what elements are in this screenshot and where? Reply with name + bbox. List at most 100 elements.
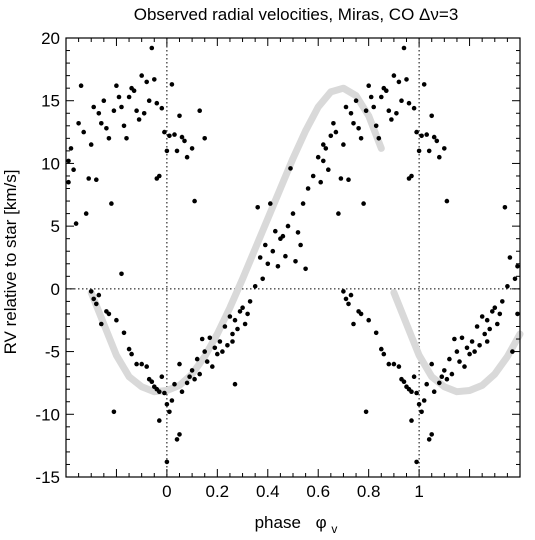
data-point: [487, 326, 493, 332]
data-point: [159, 374, 165, 380]
x-tick-label: 0: [162, 482, 171, 501]
data-point: [346, 301, 351, 307]
data-point: [91, 104, 96, 110]
reference-lines: [66, 38, 520, 477]
data-point: [482, 331, 488, 337]
data-point: [157, 418, 162, 423]
data-point: [472, 349, 477, 354]
data-point: [348, 292, 354, 298]
data-points: [66, 45, 520, 465]
data-point: [414, 459, 419, 465]
y-tick-label: -15: [35, 468, 60, 487]
data-point: [144, 364, 149, 369]
data-point: [341, 289, 346, 294]
data-point: [391, 361, 397, 367]
data-point: [177, 432, 182, 437]
data-point: [104, 126, 109, 131]
data-point: [174, 437, 180, 442]
data-point: [167, 409, 172, 415]
data-point: [268, 201, 273, 206]
data-point: [406, 176, 412, 181]
data-point: [437, 380, 442, 386]
data-point: [141, 111, 147, 116]
data-point: [351, 121, 356, 126]
data-point: [210, 364, 215, 369]
data-point: [424, 132, 430, 137]
data-point: [442, 146, 447, 151]
data-point: [416, 148, 422, 154]
data-point: [71, 167, 76, 172]
data-point: [495, 321, 500, 327]
data-point: [119, 271, 124, 277]
data-point: [404, 77, 409, 82]
data-point: [467, 351, 472, 357]
data-point: [479, 314, 485, 319]
data-point: [227, 314, 233, 319]
data-point: [157, 389, 162, 395]
data-point: [444, 376, 450, 382]
data-point: [164, 148, 170, 154]
data-point: [192, 198, 197, 204]
data-point: [182, 138, 187, 144]
data-point: [252, 284, 258, 289]
data-point: [353, 98, 359, 103]
data-point: [500, 299, 505, 304]
data-point: [469, 339, 475, 344]
data-point: [386, 361, 392, 367]
data-point: [449, 371, 455, 377]
data-point: [111, 409, 117, 415]
x-tick-label: 0.4: [256, 482, 280, 501]
data-point: [305, 186, 311, 191]
data-point: [492, 305, 498, 311]
data-point: [106, 136, 112, 141]
data-point: [81, 129, 86, 135]
data-point: [358, 311, 364, 317]
data-point: [401, 379, 407, 385]
plot-frame: [65, 37, 521, 478]
data-point: [242, 321, 248, 327]
data-point: [273, 228, 278, 234]
data-point: [94, 301, 99, 307]
data-point: [363, 108, 369, 113]
data-point: [232, 381, 238, 387]
data-point: [169, 398, 175, 403]
data-point: [111, 108, 117, 113]
data-point: [447, 356, 452, 362]
data-point: [197, 371, 202, 377]
data-point: [270, 248, 276, 254]
axes: -15 -10 -5 0 5 10 15 20 0 0.2 0.4 0.6 0.8 1: [35, 29, 521, 501]
data-point: [121, 330, 127, 336]
data-point: [416, 402, 422, 407]
data-point: [184, 380, 190, 386]
data-point: [154, 176, 160, 181]
data-point: [134, 108, 139, 113]
chart-title: Observed radial velocities, Miras, CO Δν…: [134, 5, 459, 24]
data-point: [396, 79, 402, 85]
data-point: [66, 179, 71, 185]
data-point: [99, 321, 104, 327]
fit-curve-0-1: [390, 289, 524, 396]
y-tick-label: -5: [45, 343, 60, 362]
data-point: [149, 379, 155, 385]
data-point: [391, 73, 397, 78]
data-point: [401, 45, 407, 51]
data-point: [303, 266, 308, 272]
data-point: [356, 126, 361, 131]
data-point: [174, 148, 180, 154]
x-tick-label: 0.2: [206, 482, 230, 501]
data-point: [134, 361, 139, 367]
x-axis-label-text: phase: [255, 513, 301, 532]
data-point: [101, 98, 107, 103]
data-point: [464, 345, 470, 351]
data-point: [66, 158, 71, 164]
data-point: [265, 261, 271, 267]
data-point: [177, 113, 182, 119]
data-point: [114, 83, 119, 88]
data-point: [343, 296, 349, 302]
data-point: [257, 255, 263, 260]
y-tick-label: 15: [41, 92, 60, 111]
data-point: [431, 134, 437, 140]
data-point: [255, 205, 260, 210]
data-point: [290, 211, 296, 216]
data-point: [126, 346, 132, 352]
